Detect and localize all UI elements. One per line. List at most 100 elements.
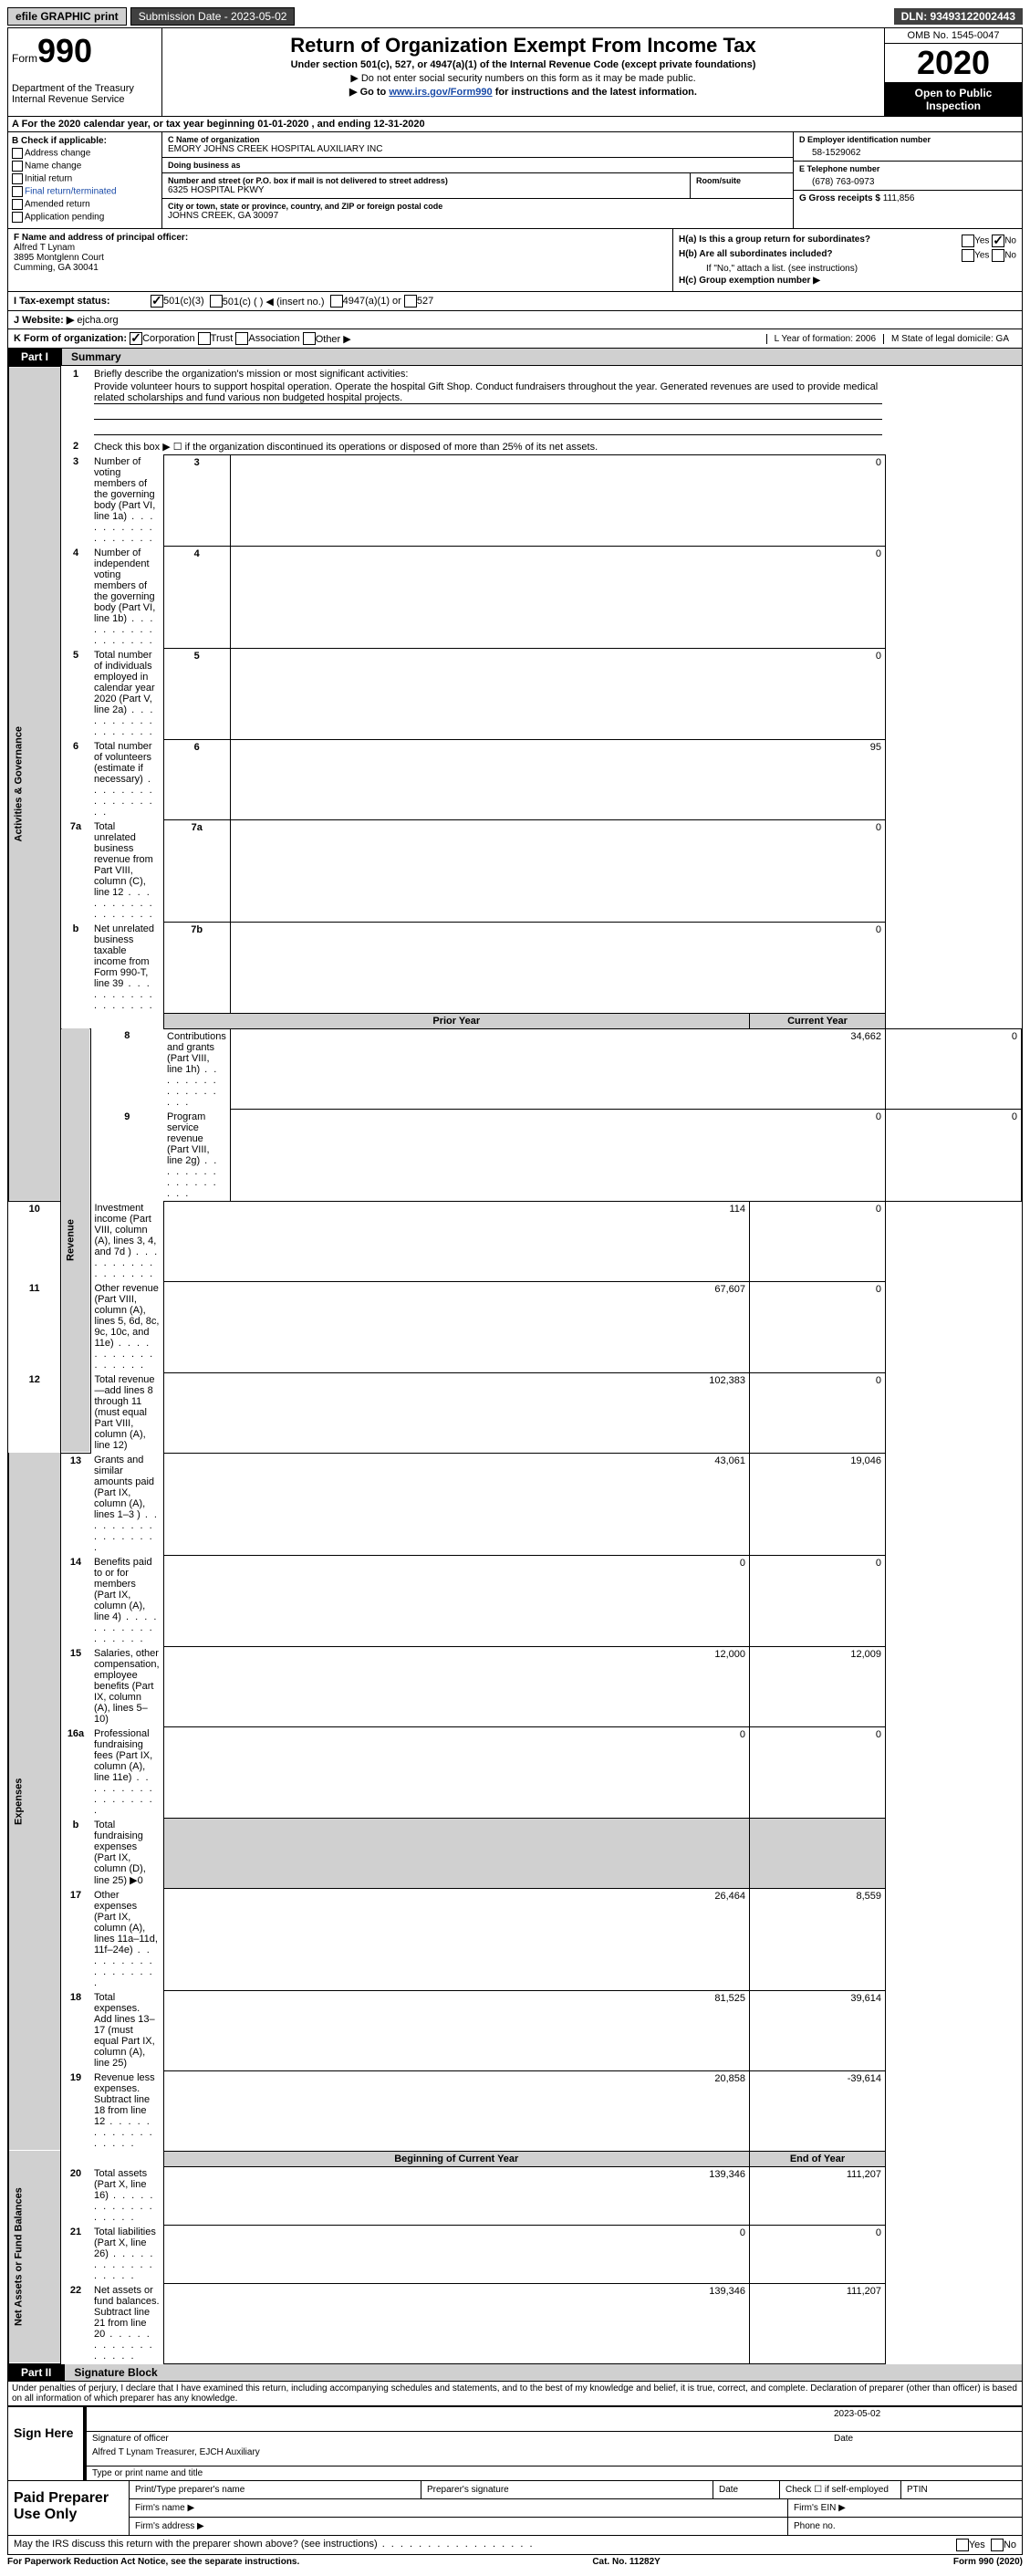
sidebar-rev: Revenue [61, 1028, 91, 1453]
line-10-text: Investment income (Part VIII, column (A)… [90, 1201, 163, 1281]
ha-no-lbl: No [1004, 236, 1016, 246]
discuss-yes-lbl: Yes [969, 2539, 985, 2550]
discuss-no-lbl: No [1004, 2539, 1016, 2550]
line-14-curr: 0 [750, 1555, 886, 1646]
chk-name-change[interactable] [12, 161, 23, 172]
form-word: Form [12, 52, 37, 65]
hb-yes[interactable] [962, 249, 974, 262]
org-name-lbl: C Name of organization [168, 135, 787, 144]
line-11-text: Other revenue (Part VIII, column (A), li… [90, 1281, 163, 1372]
chk-501c3[interactable] [151, 295, 163, 308]
chk-initial-return[interactable] [12, 173, 23, 184]
room-lbl: Room/suite [696, 176, 787, 185]
state-domicile: M State of legal domicile: GA [883, 334, 1016, 344]
gross-lbl: G Gross receipts $ [799, 193, 880, 203]
page-footer: For Paperwork Reduction Act Notice, see … [7, 2555, 1023, 2569]
hb-no[interactable] [992, 249, 1004, 262]
opt-4947: 4947(a)(1) or [343, 296, 401, 307]
line-8-text: Contributions and grants (Part VIII, lin… [163, 1028, 230, 1110]
box-b-label: B Check if applicable: [12, 136, 158, 146]
form-num-990: 990 [37, 32, 92, 69]
line-13-text: Grants and similar amounts paid (Part IX… [90, 1453, 163, 1555]
line-16a-text: Professional fundraising fees (Part IX, … [90, 1726, 163, 1818]
ha-no[interactable] [992, 235, 1004, 247]
line-21-text: Total liabilities (Part X, line 26) [90, 2225, 163, 2283]
hb-lbl: H(b) Are all subordinates included? [679, 249, 833, 262]
line-7a-text: Total unrelated business revenue from Pa… [90, 819, 163, 922]
line-20-prior: 139,346 [163, 2166, 749, 2225]
discuss-no[interactable] [991, 2539, 1004, 2551]
ein-val: 58-1529062 [799, 144, 1016, 158]
chk-amended[interactable] [12, 199, 23, 210]
hdr-begin-year: Beginning of Current Year [163, 2151, 749, 2166]
chk-assoc[interactable] [235, 332, 248, 345]
line-3-box: 3 [163, 454, 230, 546]
line-5-val: 0 [230, 648, 885, 739]
sidebar-na: Net Assets or Fund Balances [9, 2151, 61, 2363]
subdate-btn[interactable]: Submission Date - 2023-05-02 [130, 7, 296, 26]
chk-4947[interactable] [330, 295, 343, 308]
line-15-text: Salaries, other compensation, employee b… [90, 1646, 163, 1726]
line-21-curr: 0 [750, 2225, 886, 2283]
line-18-prior: 81,525 [163, 1990, 749, 2070]
line-7a-val: 0 [230, 819, 885, 922]
line-22-prior: 139,346 [163, 2283, 749, 2363]
dept-treasury: Department of the Treasury Internal Reve… [12, 83, 158, 105]
line-17-prior: 26,464 [163, 1888, 749, 1990]
line-13-curr: 19,046 [750, 1453, 886, 1555]
line-12-text: Total revenue—add lines 8 through 11 (mu… [90, 1372, 163, 1453]
line-9-prior: 0 [230, 1110, 885, 1202]
line-17-curr: 8,559 [750, 1888, 886, 1990]
sidebar-exp: Expenses [9, 1453, 61, 2151]
line-14-prior: 0 [163, 1555, 749, 1646]
discuss-yes[interactable] [956, 2539, 969, 2551]
line-4-box: 4 [163, 546, 230, 648]
part1-tab: Part I [8, 349, 61, 365]
ha-yes[interactable] [962, 235, 974, 247]
line-16b-curr [750, 1818, 886, 1888]
chk-address-change[interactable] [12, 148, 23, 159]
line-19-prior: 20,858 [163, 2070, 749, 2151]
chk-corp[interactable] [130, 332, 142, 345]
line-3-text: Number of voting members of the governin… [90, 454, 163, 546]
line-6-text: Total number of volunteers (estimate if … [90, 739, 163, 819]
line-10-prior: 114 [163, 1201, 749, 1281]
line-7b-text: Net unrelated business taxable income fr… [90, 922, 163, 1013]
opt-501c: 501(c) ( ) ◀ (insert no.) [223, 296, 325, 308]
line-12-prior: 102,383 [163, 1372, 749, 1453]
chk-final-return[interactable] [12, 186, 23, 197]
dln-label: DLN: 93493122002443 [894, 8, 1023, 25]
officer-name: Alfred T Lynam [14, 243, 75, 253]
firm-phone-lbl: Phone no. [788, 2518, 1022, 2535]
ha-lbl: H(a) Is this a group return for subordin… [679, 235, 870, 247]
efile-btn[interactable]: efile GRAPHIC print [7, 7, 127, 26]
firm-name-lbl: Firm's name ▶ [130, 2499, 788, 2517]
firm-addr-lbl: Firm's address ▶ [130, 2518, 788, 2535]
opt-assoc: Association [248, 333, 299, 344]
irs-link[interactable]: www.irs.gov/Form990 [389, 87, 492, 98]
line-6-val: 95 [230, 739, 885, 819]
footer-pra: For Paperwork Reduction Act Notice, see … [7, 2557, 299, 2567]
line-17-text: Other expenses (Part IX, column (A), lin… [90, 1888, 163, 1990]
row-k: K Form of organization: Corporation Trus… [8, 329, 1022, 349]
sign-here-section: Sign Here 2023-05-02 Signature of office… [8, 2405, 1022, 2480]
chk-527[interactable] [404, 295, 417, 308]
line-13-prior: 43,061 [163, 1453, 749, 1555]
line-3-val: 0 [230, 454, 885, 546]
chk-trust[interactable] [198, 332, 211, 345]
form-number: Form990 [12, 32, 158, 70]
chk-other[interactable] [303, 332, 316, 345]
chk-app-pending[interactable] [12, 212, 23, 223]
discuss-row: May the IRS discuss this return with the… [8, 2535, 1022, 2554]
opt-527: 527 [417, 296, 433, 307]
preparer-date-lbl: Date [713, 2481, 780, 2498]
officer-addr1: 3895 Montglenn Court [14, 253, 104, 263]
lbl-name-change: Name change [25, 162, 81, 172]
chk-501c[interactable] [210, 295, 223, 308]
part1-header: Part I Summary [8, 349, 1022, 366]
line-16b-prior [163, 1818, 749, 1888]
lbl-final-return: Final return/terminated [25, 187, 117, 197]
summary-table: Activities & Governance 1 Briefly descri… [8, 366, 1022, 2364]
line-21-prior: 0 [163, 2225, 749, 2283]
line-7a-box: 7a [163, 819, 230, 922]
